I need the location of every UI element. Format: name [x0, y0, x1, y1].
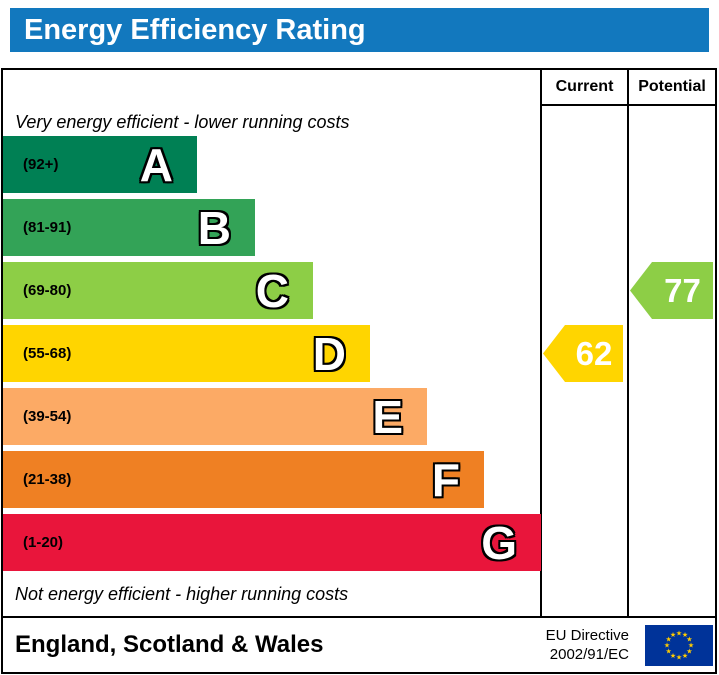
page-title: Energy Efficiency Rating	[10, 8, 709, 52]
band-e: (39-54) E	[3, 388, 427, 445]
band-range-label: (39-54)	[23, 408, 72, 425]
svg-text:★: ★	[682, 631, 688, 639]
band-a: (92+) A	[3, 136, 197, 193]
svg-text:★: ★	[686, 647, 692, 655]
column-header-potential: Potential	[638, 78, 706, 95]
current-rating-arrow: 62	[543, 325, 623, 382]
svg-text:★: ★	[676, 629, 682, 637]
band-range-label: (21-38)	[23, 471, 72, 488]
footer: England, Scotland & Wales EU Directive 2…	[3, 616, 715, 672]
svg-text:★: ★	[670, 631, 676, 639]
band-letter-label: G	[481, 516, 517, 569]
eu-flag-icon: ★ ★ ★ ★ ★ ★ ★ ★ ★ ★ ★ ★	[645, 624, 713, 666]
svg-text:★: ★	[676, 653, 682, 661]
svg-text:★: ★	[670, 651, 676, 659]
potential-rating-arrow: 77	[630, 262, 713, 319]
band-f: (21-38) F	[3, 451, 484, 508]
header-underline	[540, 104, 715, 106]
column-header-current: Current	[555, 78, 614, 95]
band-range-label: (69-80)	[23, 282, 72, 299]
svg-text:★: ★	[686, 635, 692, 643]
eu-directive-line1: EU Directive	[545, 626, 629, 644]
chart-box: Current Potential Very energy efficient …	[1, 68, 717, 674]
svg-text:★: ★	[682, 651, 688, 659]
band-letter-label: D	[312, 327, 346, 380]
potential-column-divider	[627, 70, 629, 616]
band-c: (69-80) C	[3, 262, 313, 319]
bands: (92+) A (81-91) B (69-80) C (55-68) D (39-54) E (2…	[3, 136, 541, 571]
band-range-label: (1-20)	[23, 534, 64, 551]
band-letter-label: E	[372, 390, 403, 443]
svg-text:★: ★	[664, 641, 670, 649]
band-d: (55-68) D	[3, 325, 370, 382]
band-g: (1-20) G	[3, 514, 541, 571]
potential-rating-value: 77	[664, 271, 701, 309]
band-letter-label: A	[139, 138, 173, 191]
bottom-note: Not energy efficient - higher running co…	[15, 584, 349, 604]
band-range-label: (92+)	[23, 156, 59, 173]
band-range-label: (55-68)	[23, 345, 72, 362]
band-b: (81-91) B	[3, 199, 255, 256]
band-range-label: (81-91)	[23, 219, 72, 236]
svg-text:★: ★	[688, 641, 694, 649]
footer-region-label: England, Scotland & Wales	[15, 631, 324, 658]
current-column-divider	[540, 70, 542, 616]
current-rating-value: 62	[575, 334, 613, 372]
svg-text:★: ★	[665, 647, 671, 655]
top-note: Very energy efficient - lower running co…	[15, 112, 350, 132]
band-letter-label: F	[431, 453, 460, 506]
eu-directive-label: EU Directive 2002/91/EC	[546, 626, 629, 665]
band-letter-label: C	[255, 264, 289, 317]
eu-directive-line2: 2002/91/EC	[549, 646, 629, 663]
band-letter-label: B	[197, 201, 231, 254]
svg-text:★: ★	[665, 635, 671, 643]
